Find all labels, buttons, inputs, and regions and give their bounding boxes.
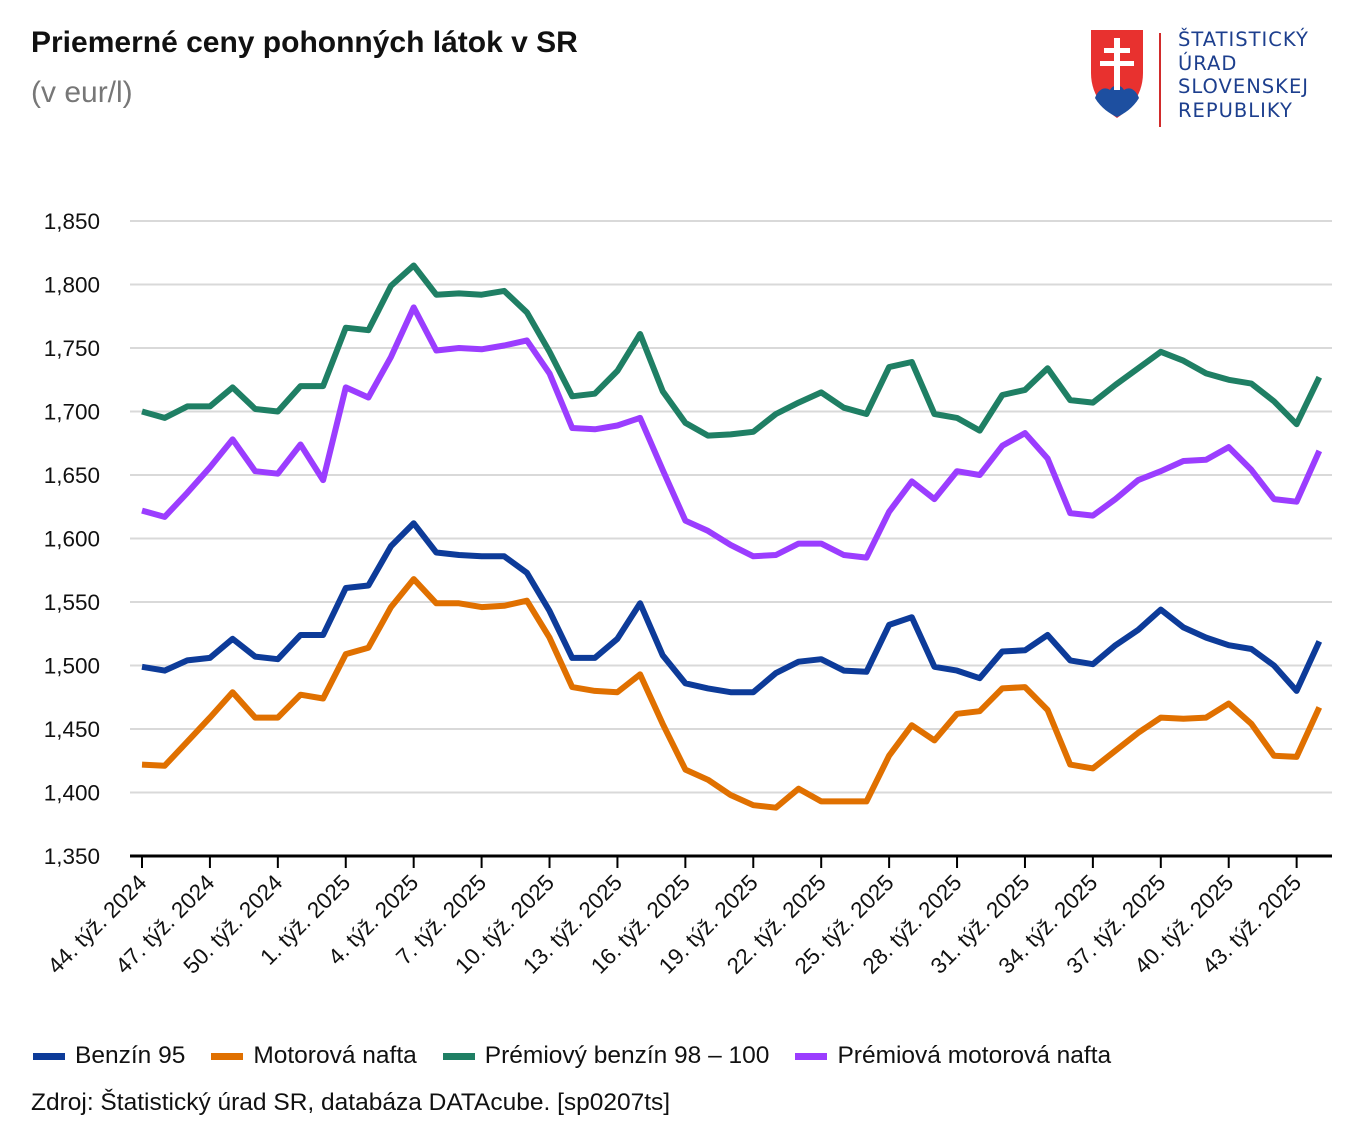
y-tick-label: 1,500 [44, 654, 100, 679]
chart-title: Priemerné ceny pohonných látok v SR [31, 26, 578, 59]
coat-of-arms-icon [1091, 30, 1143, 118]
y-tick-label: 1,350 [44, 844, 100, 869]
y-tick-label: 1,450 [44, 717, 100, 742]
line-chart: 1,350 1,400 1,450 1,500 1,550 1,600 1,650 1,700… [43, 209, 1332, 979]
logo-divider [1159, 33, 1161, 127]
legend-label: Prémiová motorová nafta [837, 1042, 1112, 1069]
series-line-3 [141, 304, 1323, 561]
legend-label: Motorová nafta [253, 1042, 417, 1069]
legend-swatch [33, 1052, 65, 1060]
y-tick-label: 1,800 [44, 273, 100, 298]
legend-item-motorova-nafta: Motorová nafta [211, 1042, 417, 1070]
series-line-2 [141, 262, 1323, 439]
logo-line-4: REPUBLIKY [1178, 98, 1293, 122]
legend: Benzín 95 Motorová nafta Prémiový benzín… [33, 1042, 1137, 1070]
series-line-1 [141, 576, 1323, 811]
legend-swatch [795, 1052, 828, 1060]
y-tick-label: 1,750 [44, 336, 100, 361]
series-line-0 [141, 520, 1323, 696]
legend-swatch [442, 1052, 475, 1060]
y-tick-label: 1,550 [44, 590, 100, 615]
legend-item-benzin-95: Benzín 95 [33, 1042, 185, 1070]
legend-item-premiovy-benzin: Prémiový benzín 98 – 100 [442, 1042, 770, 1070]
chart-subtitle: (v eur/l) [31, 76, 133, 109]
legend-label: Benzín 95 [75, 1042, 186, 1069]
y-tick-label: 1,850 [44, 209, 100, 234]
logo-line-2: ÚRAD [1178, 51, 1238, 75]
y-tick-label: 1,650 [44, 463, 100, 488]
logo-text: ŠTATISTICKÝ ÚRAD SLOVENSKEJ REPUBLIKY [1178, 28, 1309, 122]
legend-swatch [211, 1052, 244, 1060]
legend-label: Prémiový benzín 98 – 100 [484, 1042, 770, 1069]
y-tick-label: 1,600 [44, 527, 100, 552]
logo-line-3: SLOVENSKEJ [1178, 75, 1310, 98]
legend-item-premiova-nafta: Prémiová motorová nafta [795, 1042, 1111, 1070]
y-tick-label: 1,700 [44, 400, 100, 425]
source-note: Zdroj: Štatistický úrad SR, databáza DAT… [31, 1089, 671, 1116]
logo-line-1: ŠTATISTICKÝ [1178, 28, 1309, 51]
y-tick-label: 1,400 [44, 781, 100, 806]
